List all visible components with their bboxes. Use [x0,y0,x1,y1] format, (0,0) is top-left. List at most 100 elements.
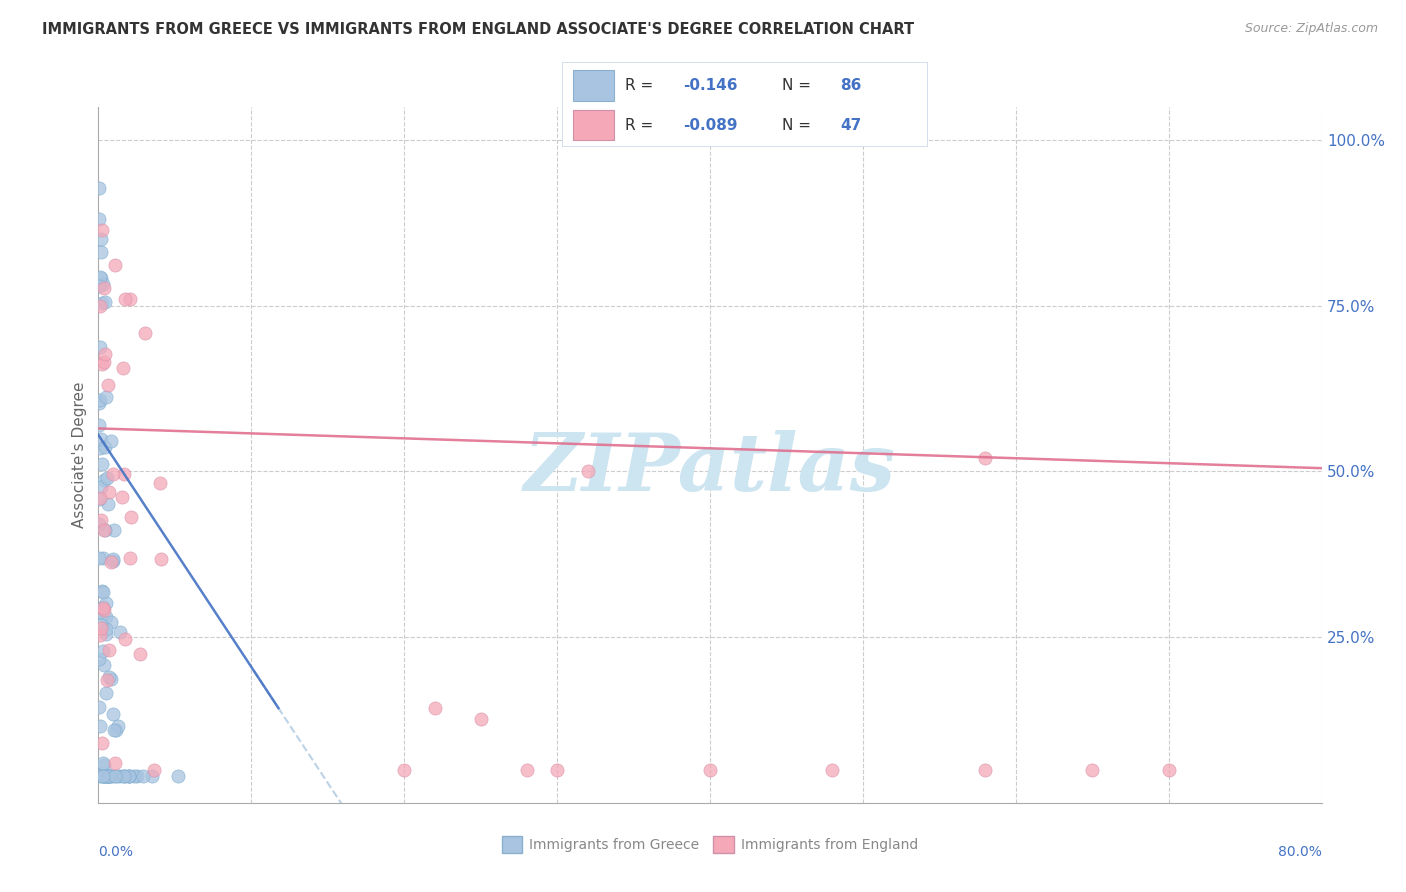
Point [90,736,112,750]
Point [108,625,131,640]
Text: N =: N = [782,78,815,93]
Point [98,769,121,783]
Point [91,296,114,310]
Point [129,647,152,661]
Point [112,769,135,783]
Point [1157,763,1180,777]
Point [89,299,111,313]
Point [91,277,114,291]
Point [90,271,112,285]
Point [98,769,121,783]
Text: Source: ZipAtlas.com: Source: ZipAtlas.com [1244,22,1378,36]
Point [91,644,114,658]
Point [90,231,112,245]
Point [97,378,120,392]
Point [93,523,115,537]
Point [93,281,115,295]
Point [90,621,112,635]
Point [132,769,155,783]
Point [118,769,141,783]
Point [94,686,117,700]
Point [974,451,997,466]
Text: 80.0%: 80.0% [1278,845,1322,858]
Point [104,258,127,272]
Point [90,480,112,494]
Point [104,756,127,770]
Point [89,212,111,227]
Point [576,465,599,479]
Point [122,769,145,783]
Point [89,491,111,506]
Point [821,763,844,777]
Point [89,651,111,665]
Point [97,484,120,499]
Point [89,340,111,354]
Point [93,769,115,783]
Point [101,554,124,568]
Point [103,524,125,538]
Point [93,602,115,616]
Point [107,719,129,733]
Point [90,244,112,259]
Point [89,270,111,285]
Point [97,670,120,684]
Point [89,718,111,732]
FancyBboxPatch shape [574,110,613,140]
Point [91,357,114,371]
Point [101,467,124,482]
Point [96,471,118,485]
Point [423,701,446,715]
FancyBboxPatch shape [562,62,928,147]
Point [100,672,122,686]
Point [120,292,142,306]
Point [91,769,114,783]
Point [94,294,117,309]
Text: -0.146: -0.146 [683,78,738,93]
Point [97,769,120,783]
Point [111,361,134,376]
Point [90,223,112,237]
Point [97,497,120,511]
Point [96,769,118,783]
Point [98,643,121,657]
Point [94,609,117,624]
Point [89,605,111,619]
Point [91,458,114,472]
Point [974,763,997,777]
Point [90,512,112,526]
Point [89,492,111,507]
Point [103,723,125,737]
Point [118,769,141,783]
Point [100,434,122,448]
Point [97,769,120,783]
Text: R =: R = [624,78,658,93]
Point [94,346,117,360]
Point [89,769,111,783]
Point [91,551,114,566]
Point [89,181,111,195]
Point [107,769,129,783]
Point [94,769,117,783]
Point [94,627,117,641]
Point [93,769,115,783]
Point [101,706,124,721]
Point [90,617,112,632]
Point [101,769,124,783]
Point [93,355,115,369]
Point [96,673,118,688]
Text: N =: N = [782,118,815,133]
Point [91,584,114,599]
Point [94,390,117,404]
Point [89,392,111,407]
Point [93,523,115,537]
Text: R =: R = [624,118,658,133]
Point [167,769,190,783]
Point [1081,763,1104,777]
Point [93,473,115,487]
Point [110,490,132,504]
Y-axis label: Associate's Degree: Associate's Degree [72,382,87,528]
Point [93,657,115,672]
Point [392,763,416,777]
Point [91,769,114,783]
Point [89,628,111,642]
